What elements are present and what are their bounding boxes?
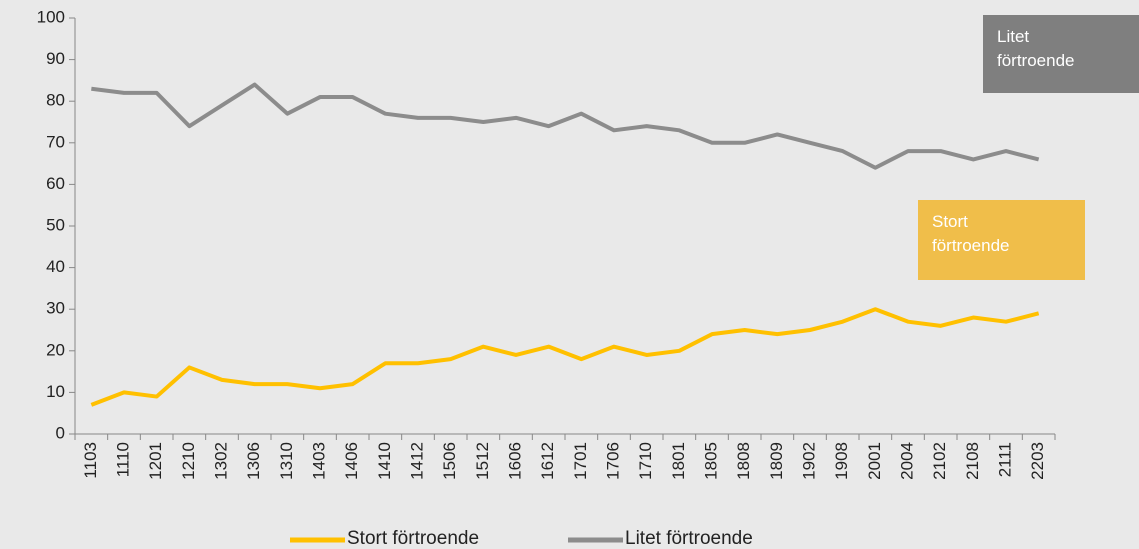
x-tick-label: 1103 (81, 442, 100, 479)
y-tick-label: 50 (46, 215, 65, 234)
x-tick-label: 2203 (1028, 442, 1047, 480)
x-tick-label: 1908 (832, 442, 851, 480)
legend-label: Litet förtroende (625, 528, 753, 549)
x-tick-label: 1306 (244, 442, 263, 480)
y-tick-label: 70 (46, 132, 65, 151)
x-tick-label: 1512 (473, 442, 492, 480)
x-tick-label: 1809 (767, 442, 786, 480)
y-tick-label: 10 (46, 382, 65, 401)
x-tick-label: 1506 (440, 442, 459, 480)
x-tick-label: 1110 (113, 442, 132, 477)
y-tick-label: 0 (56, 423, 65, 442)
annotation: Stort förtroende (918, 200, 1085, 280)
y-tick-label: 30 (46, 299, 65, 318)
x-tick-label: 1606 (505, 442, 524, 480)
x-tick-label: 2108 (963, 442, 982, 480)
x-tick-label: 2004 (897, 442, 916, 480)
data-line (91, 82, 1040, 170)
y-tick-label: 60 (46, 174, 65, 193)
y-tick-label: 100 (37, 7, 65, 26)
x-tick-label: 1412 (407, 442, 426, 480)
x-tick-label: 1612 (538, 442, 557, 480)
x-tick-label: 1310 (277, 442, 296, 480)
x-tick-label: 2001 (865, 442, 884, 480)
annotation: Litet förtroende (983, 15, 1139, 93)
x-tick-label: 1902 (799, 442, 818, 480)
x-tick-label: 1403 (309, 442, 328, 480)
x-tick-label: 1801 (669, 442, 688, 480)
x-tick-label: 1302 (211, 442, 230, 480)
x-tick-label: 1210 (179, 442, 198, 480)
y-tick-label: 80 (46, 91, 65, 110)
x-tick-label: 1406 (342, 442, 361, 480)
legend-label: Stort förtroende (347, 528, 479, 549)
x-tick-label: 2102 (930, 442, 949, 480)
x-tick-label: 1710 (636, 442, 655, 480)
x-tick-label: 1706 (603, 442, 622, 480)
x-tick-label: 1808 (734, 442, 753, 480)
data-line (90, 307, 1040, 407)
y-tick-label: 20 (46, 340, 65, 359)
y-tick-label: 90 (46, 49, 65, 68)
y-tick-label: 40 (46, 257, 65, 276)
x-tick-label: 1410 (375, 442, 394, 480)
x-tick-label: 1805 (701, 442, 720, 480)
x-tick-label: 1201 (146, 442, 165, 480)
x-tick-label: 1701 (571, 442, 590, 480)
x-tick-label: 2111 (995, 442, 1014, 477)
